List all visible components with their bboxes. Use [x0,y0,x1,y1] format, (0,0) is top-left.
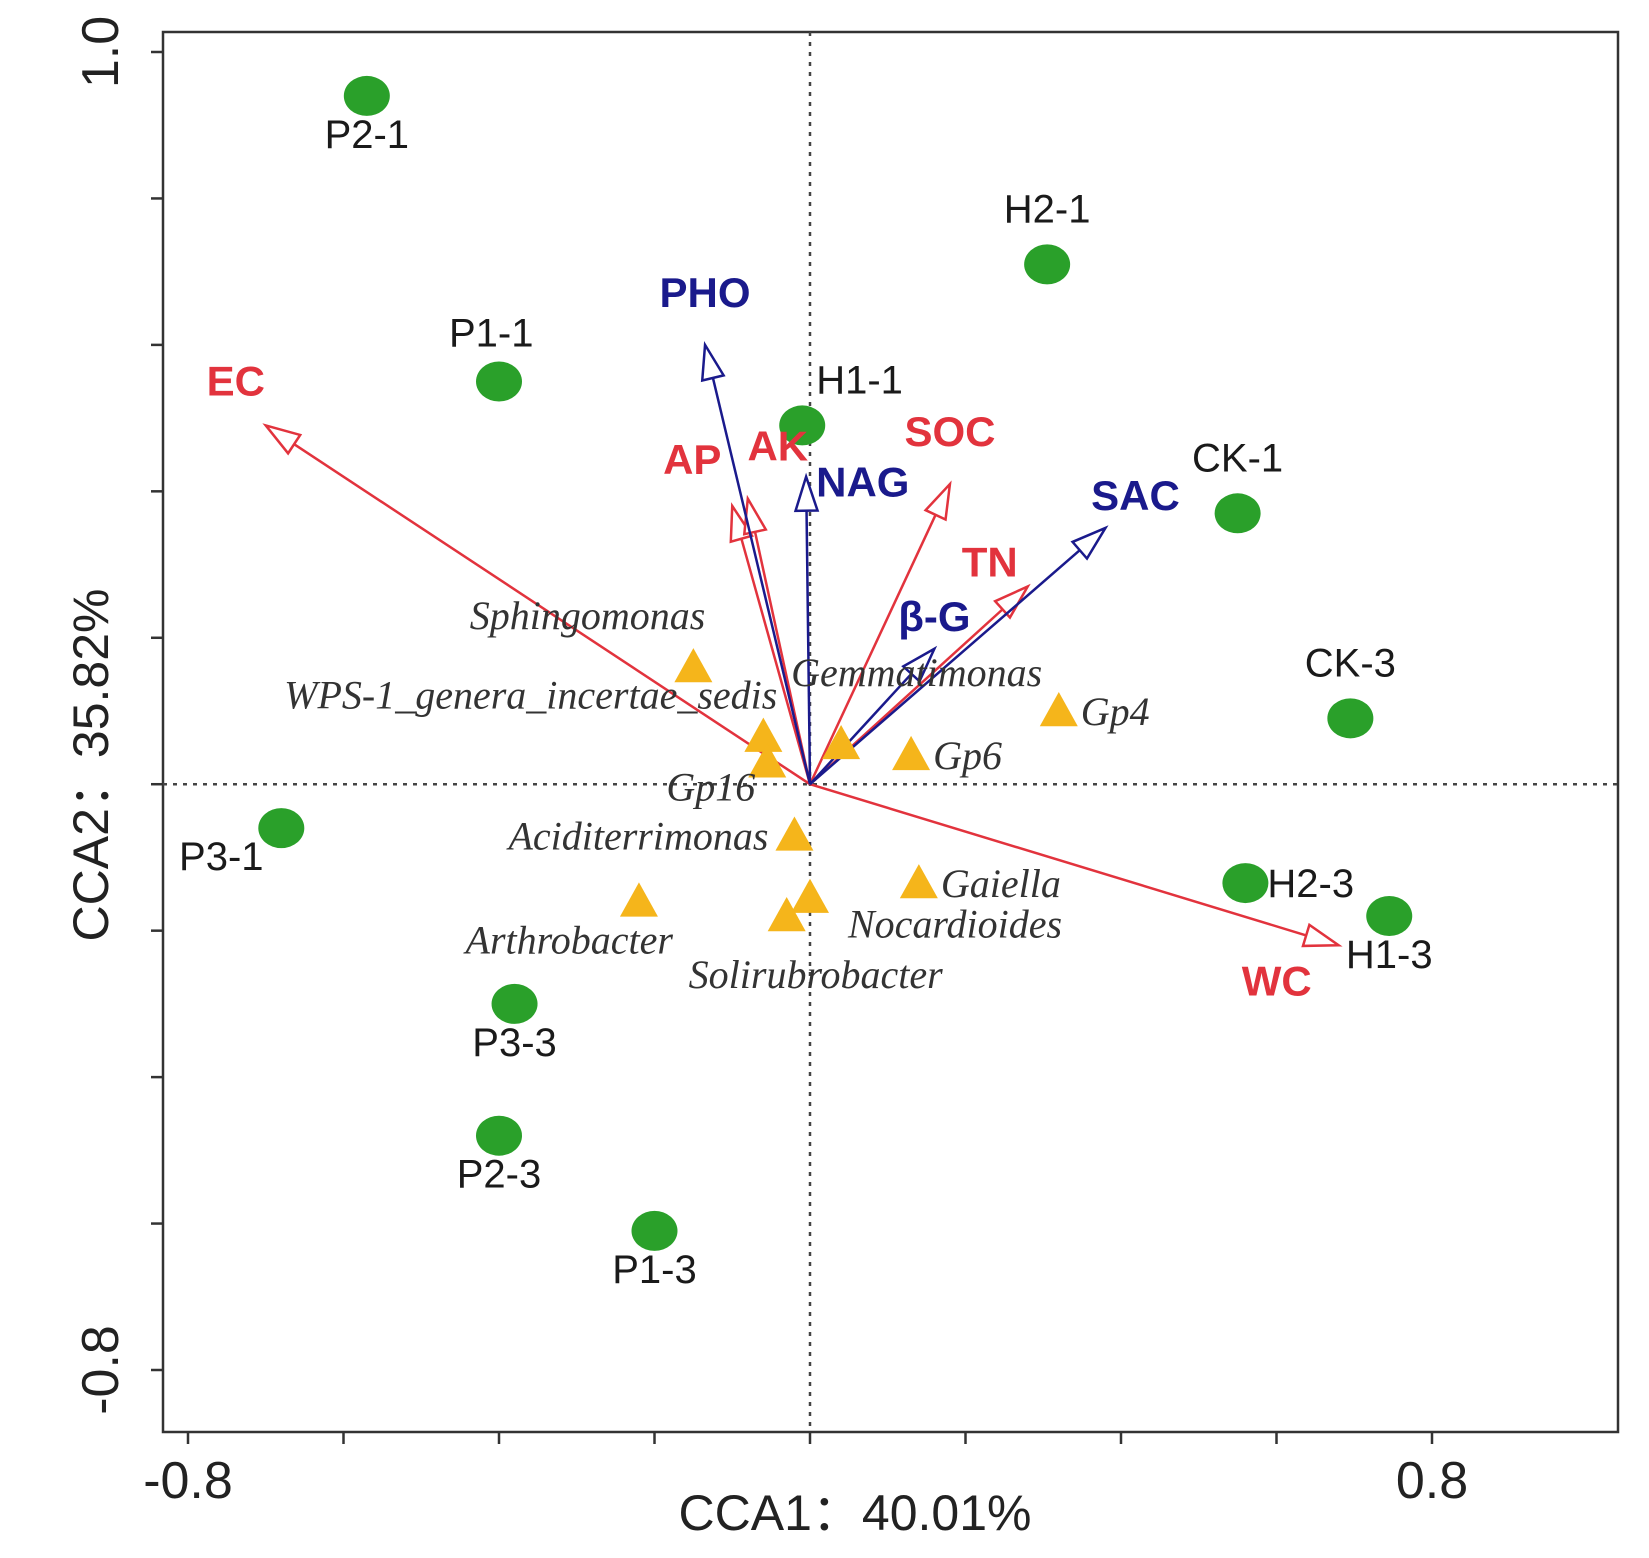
taxon-marker [674,648,713,683]
taxon-marker [791,878,829,913]
taxon-marker [1039,692,1078,727]
site-label: H2-1 [1004,187,1091,231]
vector-arrowhead-PHO [700,340,726,383]
vector-arrowhead-SAC [1070,525,1109,561]
site-label: CK-1 [1192,436,1283,480]
taxon-label: Gp4 [1081,689,1150,734]
vector-line-SOC [808,514,937,785]
site-label: P1-3 [612,1248,697,1292]
taxon-label: Sphingomonas [470,593,706,638]
taxon-label: WPS-1_genera_incertae_sedis [284,673,777,718]
site-marker [1366,896,1413,937]
y-tick-label: 1.0 [72,16,130,88]
vector-label: TN [962,539,1018,586]
site-label: CK-3 [1305,641,1396,685]
taxon-label: Nocardioides [847,902,1062,947]
vector-line-WC [809,783,1307,937]
taxon-label: Gemmatimonas [791,650,1042,695]
site-marker [476,361,522,402]
vector-label: AK [747,423,808,470]
taxon-label: Gp16 [666,764,755,809]
vector-arrowhead-EC [262,423,303,456]
taxon-marker [767,897,806,932]
vector-line-β-G [809,672,913,786]
vector-line-SAC [809,549,1081,786]
vector-label: SOC [904,408,995,455]
taxon-marker [748,743,787,778]
taxon-label: Gp6 [933,733,1002,778]
vector-line-NAG [805,510,812,785]
site-marker [1327,698,1374,739]
site-label: H1-3 [1346,933,1433,977]
taxon-label: Arthrobacter [463,917,674,962]
taxon-marker [899,864,938,899]
y-tick-label: -0.8 [72,1325,130,1415]
vector-arrowhead-WC [1301,922,1343,948]
site-marker [1222,863,1269,904]
site-marker [779,405,826,446]
site-label: P3-3 [472,1021,557,1065]
vector-label: EC [207,357,265,404]
taxon-label: Gaiella [941,861,1061,906]
vector-label: SAC [1091,472,1180,519]
plot-frame [161,30,1620,1434]
site-label: P1-1 [449,312,534,356]
taxon-label: Solirubrobacter [689,952,943,997]
vector-label: AP [663,436,721,483]
site-label: P2-1 [325,113,410,157]
site-label: H2-3 [1267,862,1354,906]
vector-line-PHO [711,377,812,785]
taxon-marker [822,724,861,760]
y-axis-title: CCA2：35.82% [63,589,119,942]
site-label: H1-1 [816,358,903,402]
taxon-marker [619,882,658,917]
vector-line-AP [740,538,812,785]
vector-arrowhead-NAG [793,472,820,513]
vector-label: β-G [898,593,970,640]
taxon-marker [744,717,783,752]
site-marker [258,808,305,849]
site-marker [343,75,390,116]
taxon-label: Aciditerrimonas [505,813,768,858]
x-tick-label: 0.8 [1396,1452,1468,1510]
taxon-marker [892,735,931,771]
taxon-marker [775,816,814,851]
site-marker [491,983,538,1024]
x-tick-label: -0.8 [143,1452,233,1510]
site-label: P3-1 [179,835,264,879]
site-marker [1214,493,1261,534]
vector-arrowhead-β-G [901,645,938,684]
site-marker [631,1210,678,1251]
site-marker [476,1115,522,1156]
vector-arrowhead-SOC [923,480,952,522]
vector-line-EC [293,443,811,786]
site-label: P2-3 [457,1153,542,1197]
vector-label: NAG [816,459,909,506]
x-axis-title: CCA1：40.01% [679,1485,1032,1541]
vector-label: PHO [660,269,751,316]
site-marker [1024,244,1071,285]
vector-label: WC [1242,957,1312,1004]
